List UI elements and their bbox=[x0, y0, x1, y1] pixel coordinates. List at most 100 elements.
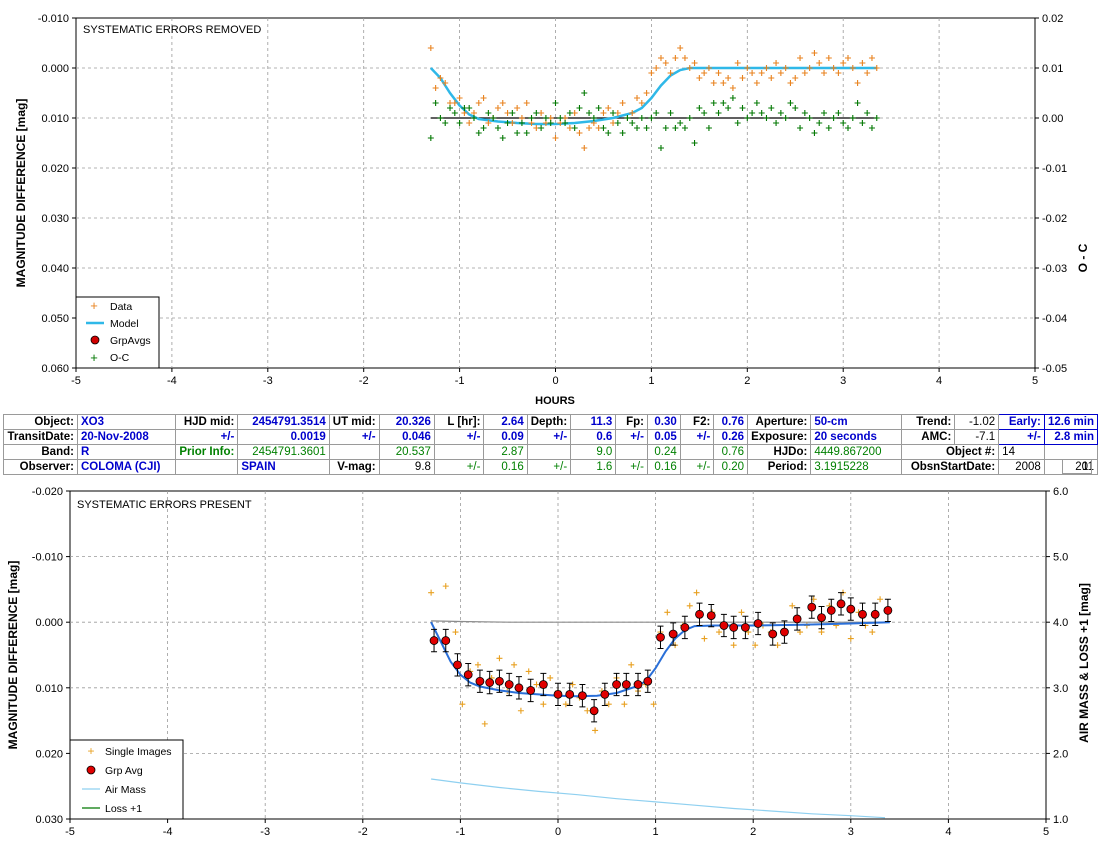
grp-avg-point bbox=[729, 623, 739, 632]
transit-date-label: TransitDate: bbox=[3, 429, 78, 445]
data-point bbox=[806, 65, 813, 71]
grp-avg-point bbox=[680, 623, 690, 632]
f2-value: 0.76 bbox=[713, 414, 749, 430]
data-point bbox=[523, 100, 530, 106]
transit-date-value: 20-Nov-2008 bbox=[76, 429, 177, 445]
oc-point bbox=[701, 110, 708, 116]
x-tick-label: -5 bbox=[71, 375, 81, 387]
grp-avg-point bbox=[475, 676, 485, 686]
oc-point bbox=[451, 110, 458, 116]
data-point bbox=[552, 135, 559, 141]
legend-grp-avg-label: Grp Avg bbox=[105, 765, 143, 777]
grp-avg-point bbox=[578, 691, 587, 701]
single-image-point bbox=[730, 642, 737, 649]
legend: + Data Model GrpAvgs + O-C bbox=[75, 296, 160, 369]
data-point bbox=[681, 55, 688, 61]
y-tick-label: 0.010 bbox=[41, 113, 69, 125]
single-image-point bbox=[847, 635, 854, 642]
empty-cell bbox=[175, 459, 239, 475]
data-point bbox=[701, 70, 708, 76]
y2-tick-label: 6.0 bbox=[1053, 486, 1068, 498]
l-hr-label: L [hr]: bbox=[433, 414, 485, 430]
oc-point bbox=[634, 125, 641, 131]
chart-title: SYSTEMATIC ERRORS PRESENT bbox=[77, 499, 252, 511]
info-row-2: TransitDate: 20-Nov-2008 +/- 0.0019 +/- … bbox=[3, 429, 1098, 445]
x-tick-label: -4 bbox=[163, 826, 173, 838]
data-point bbox=[667, 70, 674, 76]
grp-avg-point bbox=[441, 636, 451, 645]
oc-point bbox=[844, 125, 851, 131]
oc-point bbox=[782, 115, 789, 121]
oc-point bbox=[854, 100, 861, 106]
oc-point bbox=[768, 105, 775, 111]
data-point bbox=[739, 75, 746, 81]
oc-point bbox=[648, 115, 655, 121]
data-marks bbox=[428, 583, 893, 819]
prior-fp-value: 0.24 bbox=[646, 444, 681, 460]
oc-point bbox=[566, 110, 573, 116]
data-point bbox=[787, 80, 794, 86]
grp-avg-point bbox=[633, 680, 643, 689]
oc-point bbox=[792, 105, 799, 111]
oc-point bbox=[729, 95, 736, 101]
obsn-start-label: ObsnStartDate: bbox=[900, 459, 1000, 475]
data-point bbox=[854, 80, 861, 86]
oc-point bbox=[725, 105, 732, 111]
info-row-1: Object: XO3 HJD mid: 2454791.3514 UT mid… bbox=[3, 414, 1098, 430]
oc-point bbox=[562, 120, 569, 126]
x-tick-label: 2 bbox=[744, 375, 750, 387]
y2-tick-label: -0.02 bbox=[1042, 213, 1067, 225]
grp-avg-point bbox=[668, 629, 678, 639]
data-point bbox=[873, 65, 880, 71]
y-tick-label: 0.030 bbox=[41, 213, 69, 225]
fp-value: 0.30 bbox=[646, 414, 681, 430]
data-point bbox=[576, 130, 583, 136]
data-point bbox=[451, 100, 458, 106]
oc-point bbox=[638, 115, 645, 121]
y2-tick-label: -0.05 bbox=[1042, 363, 1067, 375]
oc-point bbox=[528, 115, 535, 121]
single-image-point bbox=[511, 661, 518, 668]
x-tick-label: 1 bbox=[648, 375, 654, 387]
data-point bbox=[672, 55, 679, 61]
data-point bbox=[720, 80, 727, 86]
y2-axis-title: AIR MASS & LOSS +1 [mag] bbox=[1077, 583, 1091, 743]
oc-point bbox=[657, 145, 664, 151]
oc-point bbox=[480, 125, 487, 131]
single-image-point bbox=[628, 661, 635, 668]
x-tick-label: -2 bbox=[359, 375, 369, 387]
data-point bbox=[648, 70, 655, 76]
data-point bbox=[777, 70, 784, 76]
vmag-label: V-mag: bbox=[328, 459, 380, 475]
oc-point bbox=[777, 110, 784, 116]
oc-point bbox=[437, 115, 444, 121]
data-point bbox=[432, 85, 439, 91]
f2-label: F2: bbox=[679, 414, 715, 430]
single-image-point bbox=[525, 668, 532, 675]
y-tick-label: 0.020 bbox=[35, 748, 63, 760]
single-image-point bbox=[442, 583, 449, 590]
data-point bbox=[864, 70, 871, 76]
grp-avg-point bbox=[429, 636, 439, 645]
hjd-err-label: +/- bbox=[175, 429, 239, 445]
x-tick-label: -4 bbox=[167, 375, 177, 387]
oc-point bbox=[629, 120, 636, 126]
data-point bbox=[825, 55, 832, 61]
info-row-3: Band: R Prior Info: 2454791.3601 20.537 … bbox=[3, 444, 1098, 460]
fp-err-label: +/- bbox=[615, 429, 648, 445]
oc-point bbox=[610, 110, 617, 116]
axis-ticks: -5 -4 -3 -2 -1 0 1 2 3 4 5 -0.020 -0.010 0.000 0.010 0.… bbox=[32, 486, 1069, 838]
grp-avg-point bbox=[858, 609, 867, 619]
depth-err-value: 0.6 bbox=[570, 429, 617, 445]
early-value: 12.6 min bbox=[1043, 414, 1098, 430]
single-image-point bbox=[869, 629, 876, 636]
grp-avg-point bbox=[643, 676, 653, 686]
hjd-err-value: 0.0019 bbox=[237, 429, 330, 445]
ut-err-label: +/- bbox=[328, 429, 380, 445]
single-image-point bbox=[481, 720, 488, 727]
oc-point bbox=[581, 90, 588, 96]
depth-value: 11.3 bbox=[570, 414, 617, 430]
obsn-year-value: 2008 bbox=[998, 459, 1045, 475]
grp-avg-point bbox=[807, 602, 817, 612]
fp-err-value: 0.05 bbox=[646, 429, 681, 445]
